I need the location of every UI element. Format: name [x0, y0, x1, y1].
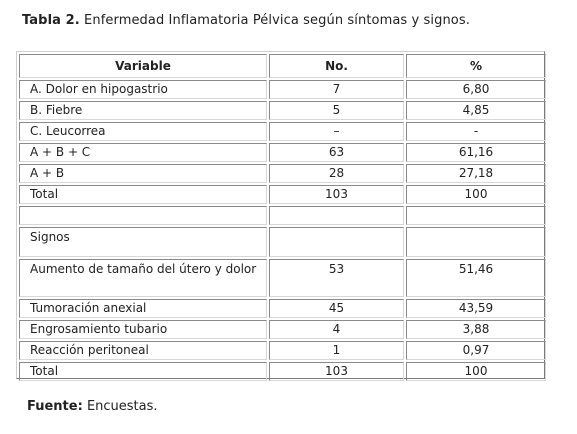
data-table-frame: Variable No. % A. Dolor en hipogastrio 7…	[16, 51, 546, 381]
table-caption-number: Tabla 2.	[22, 13, 80, 28]
count-cell: 7	[269, 80, 404, 99]
column-header-variable: Variable	[19, 54, 267, 78]
table-caption-text: Enfermedad Inflamatoria Pélvica según sí…	[84, 13, 470, 28]
count-cell: 45	[269, 299, 404, 318]
count-cell: 103	[269, 362, 404, 381]
variable-cell	[19, 206, 267, 225]
percent-cell	[406, 227, 546, 257]
variable-cell: Tumoración anexial	[19, 299, 267, 318]
data-table: Variable No. % A. Dolor en hipogastrio 7…	[17, 52, 548, 383]
count-cell: 63	[269, 143, 404, 162]
percent-cell: 4,85	[406, 101, 546, 120]
table-row-total: Total 103 100	[19, 185, 546, 204]
table-row: A. Dolor en hipogastrio 7 6,80	[19, 80, 546, 99]
source-label: Fuente:	[27, 399, 83, 414]
table-row: A + B 28 27,18	[19, 164, 546, 183]
table-row: B. Fiebre 5 4,85	[19, 101, 546, 120]
percent-cell: 51,46	[406, 259, 546, 297]
percent-cell: 0,97	[406, 341, 546, 360]
percent-cell: 100	[406, 362, 546, 381]
count-cell: 4	[269, 320, 404, 339]
variable-cell: Aumento de tamaño del útero y dolor	[19, 259, 267, 297]
table-row-section: Signos	[19, 227, 546, 257]
percent-cell: 43,59	[406, 299, 546, 318]
percent-cell: 61,16	[406, 143, 546, 162]
percent-cell: 6,80	[406, 80, 546, 99]
count-cell: 1	[269, 341, 404, 360]
table-row: Engrosamiento tubario 4 3,88	[19, 320, 546, 339]
percent-cell: 27,18	[406, 164, 546, 183]
count-cell: 5	[269, 101, 404, 120]
count-cell: 103	[269, 185, 404, 204]
section-label-cell: Signos	[19, 227, 267, 257]
variable-cell: Total	[19, 362, 267, 381]
percent-cell: -	[406, 122, 546, 141]
count-cell: –	[269, 122, 404, 141]
variable-cell: B. Fiebre	[19, 101, 267, 120]
variable-cell: Reacción peritoneal	[19, 341, 267, 360]
source-note: Fuente: Encuestas.	[27, 399, 158, 414]
variable-cell: Engrosamiento tubario	[19, 320, 267, 339]
percent-cell	[406, 206, 546, 225]
header-row: Variable No. %	[19, 54, 546, 78]
table-row: A + B + C 63 61,16	[19, 143, 546, 162]
variable-cell: Total	[19, 185, 267, 204]
variable-cell: A. Dolor en hipogastrio	[19, 80, 267, 99]
variable-cell: A + B	[19, 164, 267, 183]
column-header-percent: %	[406, 54, 546, 78]
variable-cell: A + B + C	[19, 143, 267, 162]
table-row: C. Leucorrea – -	[19, 122, 546, 141]
table-caption: Tabla 2. Enfermedad Inflamatoria Pélvica…	[22, 13, 470, 28]
count-cell: 28	[269, 164, 404, 183]
count-cell: 53	[269, 259, 404, 297]
variable-cell: C. Leucorrea	[19, 122, 267, 141]
percent-cell: 100	[406, 185, 546, 204]
table-row-spacer	[19, 206, 546, 225]
percent-cell: 3,88	[406, 320, 546, 339]
count-cell	[269, 227, 404, 257]
table-row: Reacción peritoneal 1 0,97	[19, 341, 546, 360]
table-row: Aumento de tamaño del útero y dolor 53 5…	[19, 259, 546, 297]
table-row-total: Total 103 100	[19, 362, 546, 381]
count-cell	[269, 206, 404, 225]
table-row: Tumoración anexial 45 43,59	[19, 299, 546, 318]
source-text: Encuestas.	[86, 399, 158, 414]
column-header-number: No.	[269, 54, 404, 78]
